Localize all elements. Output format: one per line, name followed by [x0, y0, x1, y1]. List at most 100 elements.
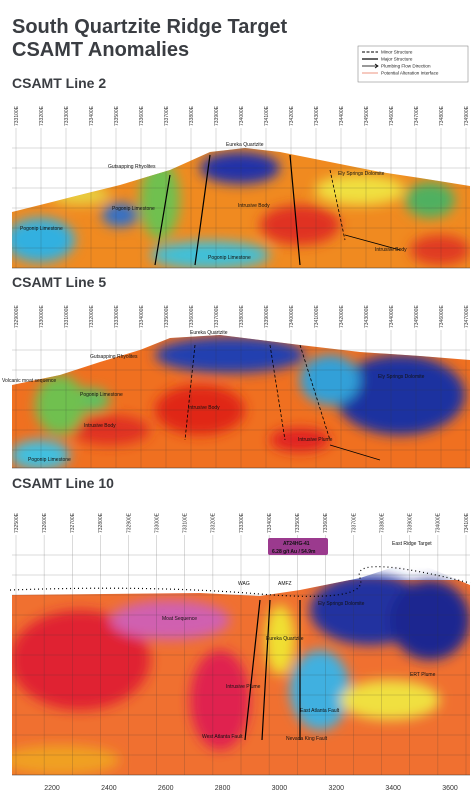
annotation: Pogonip Limestone [28, 457, 71, 463]
station-label: 733300E [239, 512, 245, 533]
annotation: Pogonip Limestone [80, 392, 123, 398]
section-title: CSAMT Line 5 [12, 274, 106, 290]
station-label: 7343000E [364, 305, 370, 328]
station-label: 734100E [464, 512, 470, 533]
station-label: 7334000E [139, 305, 145, 328]
annotation: Intrusive Body [84, 423, 116, 429]
annotation: Ely Springs Dolomite [338, 171, 385, 177]
station-label: 7347000E [464, 305, 470, 328]
annotation: Pogonip Limestone [208, 255, 251, 261]
annotation: ERT Plume [410, 672, 436, 678]
station-label: 734700E [414, 105, 420, 126]
station-label: 733100E [14, 105, 20, 126]
station-label: 7336000E [189, 305, 195, 328]
station-label: 734600E [389, 105, 395, 126]
station-label: 7332000E [89, 305, 95, 328]
annotation: Gutsapping Rhyolites [90, 354, 138, 360]
x-axis-label: 3400 [385, 785, 401, 792]
annotation: East Ridge Target [392, 541, 432, 547]
station-label: 733000E [154, 512, 160, 533]
station-label: 732500E [14, 512, 20, 533]
station-label: 7344000E [389, 305, 395, 328]
station-label: 733500E [295, 512, 301, 533]
annotation: Moat Sequence [162, 616, 197, 622]
station-label: 733200E [39, 105, 45, 126]
annotation: WAG [238, 581, 250, 587]
station-label: 7345000E [414, 305, 420, 328]
station-label: 7329000E [14, 305, 20, 328]
annotation: Pogonip Limestone [20, 226, 63, 232]
station-label: 733700E [164, 105, 170, 126]
station-label: 7337000E [214, 305, 220, 328]
x-axis-label: 3200 [328, 785, 344, 792]
annotation: Volcanic moat sequence [2, 378, 56, 384]
legend-swatch [374, 63, 379, 69]
station-label: 7339000E [264, 305, 270, 328]
annotation: Intrusive Plume [298, 437, 333, 443]
station-label: 733800E [379, 512, 385, 533]
station-label: 733900E [214, 105, 220, 126]
station-label: 733500E [114, 105, 120, 126]
station-label: 733300E [64, 105, 70, 126]
station-label: 733100E [183, 512, 189, 533]
station-label: 7333000E [114, 305, 120, 328]
resistivity-section [12, 335, 470, 468]
annotation: Intrusive Body [375, 247, 407, 253]
station-label: 734100E [264, 105, 270, 126]
annotation: Intrusive Body [238, 203, 270, 209]
station-label: 733200E [211, 512, 217, 533]
annotation: Ely Springs Dolomite [318, 601, 365, 607]
x-axis-label: 2400 [101, 785, 117, 792]
station-label: 733700E [351, 512, 357, 533]
station-label: 734400E [339, 105, 345, 126]
annotation: Gutsapping Rhyolites [108, 164, 156, 170]
station-label: 733600E [139, 105, 145, 126]
annotation: 6.28 g/t Au / 54.9m [272, 549, 316, 555]
station-label: 732700E [70, 512, 76, 533]
station-label: 734200E [289, 105, 295, 126]
annotation: East Atlanta Fault [300, 708, 340, 714]
station-label: 7330000E [39, 305, 45, 328]
x-axis-label: 2600 [158, 785, 174, 792]
annotation: West Atlanta Fault [202, 734, 243, 740]
station-label: 734000E [239, 105, 245, 126]
annotation: Eureka Quartzite [226, 142, 264, 148]
station-label: 732600E [42, 512, 48, 533]
station-label: 732900E [126, 512, 132, 533]
station-label: 733400E [267, 512, 273, 533]
station-label: 7338000E [239, 305, 245, 328]
annotation: Pogonip Limestone [112, 206, 155, 212]
x-axis-label: 2800 [215, 785, 231, 792]
title: South Quartzite Ridge Target [12, 16, 288, 38]
legend-label: Major Structure [381, 57, 413, 62]
grid [12, 128, 470, 775]
annotation: Eureka Quartzite [190, 330, 228, 336]
station-label: 7340000E [289, 305, 295, 328]
legend-label: Minor Structure [381, 50, 413, 55]
legend-label: Plumbing Flow Direction [381, 64, 431, 69]
station-label: 733900E [408, 512, 414, 533]
station-label: 734300E [314, 105, 320, 126]
station-label: 734000E [436, 512, 442, 533]
annotation: AT24HG-41 [283, 541, 310, 547]
annotation: Intrusive Body [188, 405, 220, 411]
station-label: 734500E [364, 105, 370, 126]
station-label: 7342000E [339, 305, 345, 328]
title: CSAMT Anomalies [12, 39, 189, 61]
annotation: Nevada King Fault [286, 736, 328, 742]
station-label: 734800E [439, 105, 445, 126]
legend-label: Potential Alteration Interface [381, 71, 439, 76]
annotation: Ely Springs Dolomite [378, 374, 425, 380]
annotation: AMFZ [278, 581, 292, 587]
station-label: 7331000E [64, 305, 70, 328]
station-label: 734900E [464, 105, 470, 126]
station-label: 733800E [189, 105, 195, 126]
station-label: 7341000E [314, 305, 320, 328]
station-label: 7346000E [439, 305, 445, 328]
section-title: CSAMT Line 2 [12, 75, 106, 91]
x-axis-label: 3000 [272, 785, 288, 792]
station-label: 732800E [98, 512, 104, 533]
annotation: Eureka Quartzite [266, 636, 304, 642]
station-label: 7335000E [164, 305, 170, 328]
